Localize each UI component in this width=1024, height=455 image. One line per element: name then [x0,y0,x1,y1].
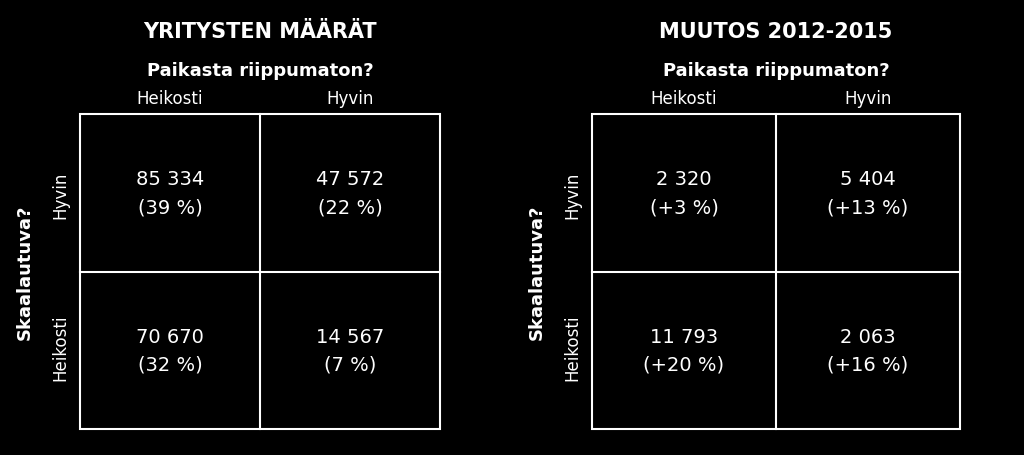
Text: MUUTOS 2012-2015: MUUTOS 2012-2015 [659,22,893,42]
Text: 85 334
(39 %): 85 334 (39 %) [136,170,204,217]
Text: 5 404
(+13 %): 5 404 (+13 %) [827,170,908,217]
Text: Heikosti: Heikosti [650,90,717,108]
Text: Skaalautuva?: Skaalautuva? [528,204,546,339]
Text: YRITYSTEN MÄÄRÄT: YRITYSTEN MÄÄRÄT [143,22,377,42]
Text: Paikasta riippumaton?: Paikasta riippumaton? [146,62,374,80]
Text: Skaalautuva?: Skaalautuva? [16,204,34,339]
Text: Heikosti: Heikosti [563,314,581,380]
Bar [592,115,961,429]
Text: Hyvin: Hyvin [563,171,581,218]
Text: 2 320
(+3 %): 2 320 (+3 %) [649,170,719,217]
Text: Heikosti: Heikosti [137,90,203,108]
Text: Paikasta riippumaton?: Paikasta riippumaton? [663,62,889,80]
Text: Hyvin: Hyvin [327,90,374,108]
Text: Hyvin: Hyvin [51,171,69,218]
Text: 47 572
(22 %): 47 572 (22 %) [315,170,384,217]
Text: 11 793
(+20 %): 11 793 (+20 %) [643,327,725,374]
Text: Heikosti: Heikosti [51,314,69,380]
Text: Hyvin: Hyvin [845,90,892,108]
Text: 14 567
(7 %): 14 567 (7 %) [315,327,384,374]
Text: 70 670
(32 %): 70 670 (32 %) [136,327,204,374]
Bar [80,115,440,429]
Text: 2 063
(+16 %): 2 063 (+16 %) [827,327,908,374]
